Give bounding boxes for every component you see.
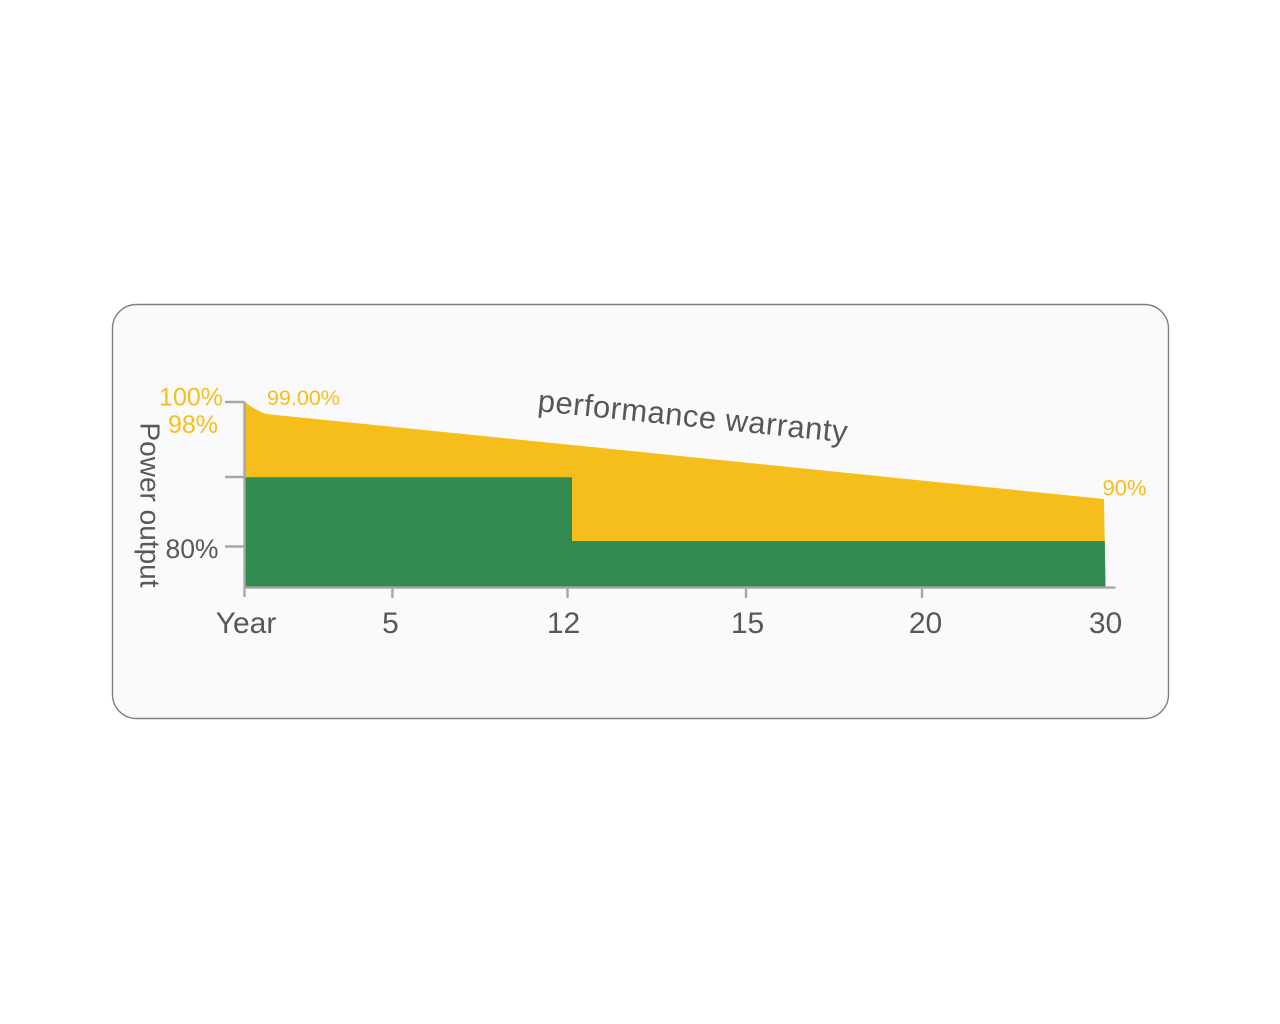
svg-text:90%: 90%	[1103, 476, 1147, 501]
svg-text:99.00%: 99.00%	[267, 386, 340, 410]
svg-text:Year: Year	[216, 607, 277, 640]
svg-text:Power output: Power output	[135, 423, 166, 588]
svg-text:12: 12	[547, 607, 580, 640]
svg-text:5: 5	[382, 607, 399, 640]
svg-text:30: 30	[1089, 607, 1122, 640]
svg-text:20: 20	[909, 607, 942, 640]
svg-text:98%: 98%	[168, 411, 218, 439]
svg-text:100%: 100%	[159, 384, 223, 412]
svg-text:15: 15	[731, 607, 764, 640]
svg-text:80%: 80%	[165, 534, 218, 564]
